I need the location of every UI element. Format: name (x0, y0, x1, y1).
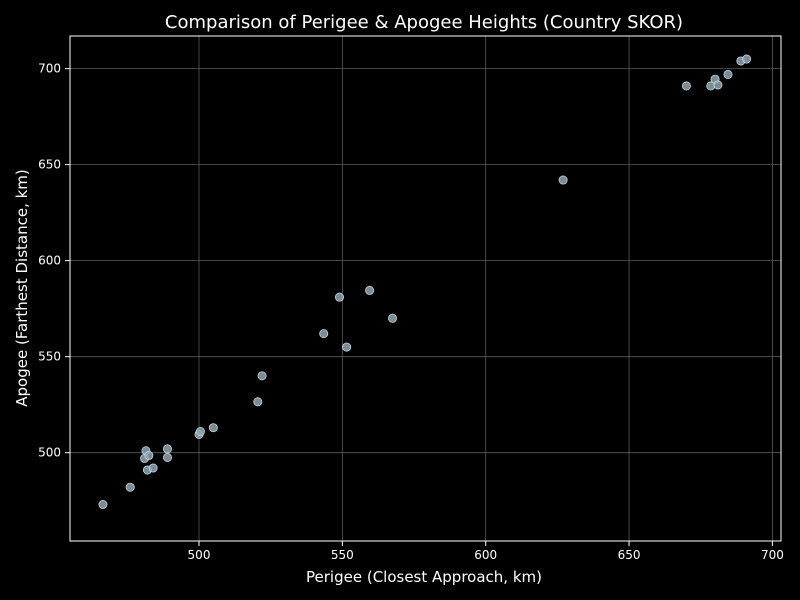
scatter-point (319, 329, 329, 339)
x-tick-label: 600 (474, 548, 497, 562)
x-tick-label: 500 (188, 548, 211, 562)
plot-frame (69, 35, 782, 542)
tick-layer: 500 550 600 650 700 500 550 600 650 700 (38, 62, 784, 562)
scatter-point (162, 444, 172, 454)
scatter-point (257, 371, 267, 381)
y-tick-label: 550 (38, 350, 61, 364)
scatter-point (125, 482, 135, 492)
scatter-point (98, 500, 108, 510)
x-tick-label: 550 (331, 548, 354, 562)
scatter-point (713, 80, 723, 90)
grid-layer (70, 36, 781, 541)
scatter-point (558, 175, 568, 185)
scatter-point (365, 285, 375, 295)
scatter-point (195, 427, 205, 437)
scatter-point (162, 452, 172, 462)
scatter-point (723, 69, 733, 79)
x-tick-label: 700 (761, 548, 784, 562)
y-tick-label: 650 (38, 158, 61, 172)
scatter-point (208, 423, 218, 433)
y-tick-label: 600 (38, 254, 61, 268)
scatter-point (388, 313, 398, 323)
chart-title: Comparison of Perigee & Apogee Heights (… (165, 12, 683, 33)
point-layer (98, 54, 752, 510)
scatter-point (148, 463, 158, 473)
scatter-point (742, 54, 752, 64)
y-tick-label: 500 (38, 446, 61, 460)
scatter-point (253, 397, 263, 407)
scatter-point (681, 81, 691, 91)
x-axis-label: Perigee (Closest Approach, km) (306, 568, 542, 586)
scatter-point (144, 451, 154, 461)
y-axis-label: Apogee (Farthest Distance, km) (13, 169, 31, 407)
x-tick-label: 650 (618, 548, 641, 562)
y-tick-label: 700 (38, 62, 61, 76)
scatter-point (342, 342, 352, 352)
scatter-point (334, 292, 344, 302)
